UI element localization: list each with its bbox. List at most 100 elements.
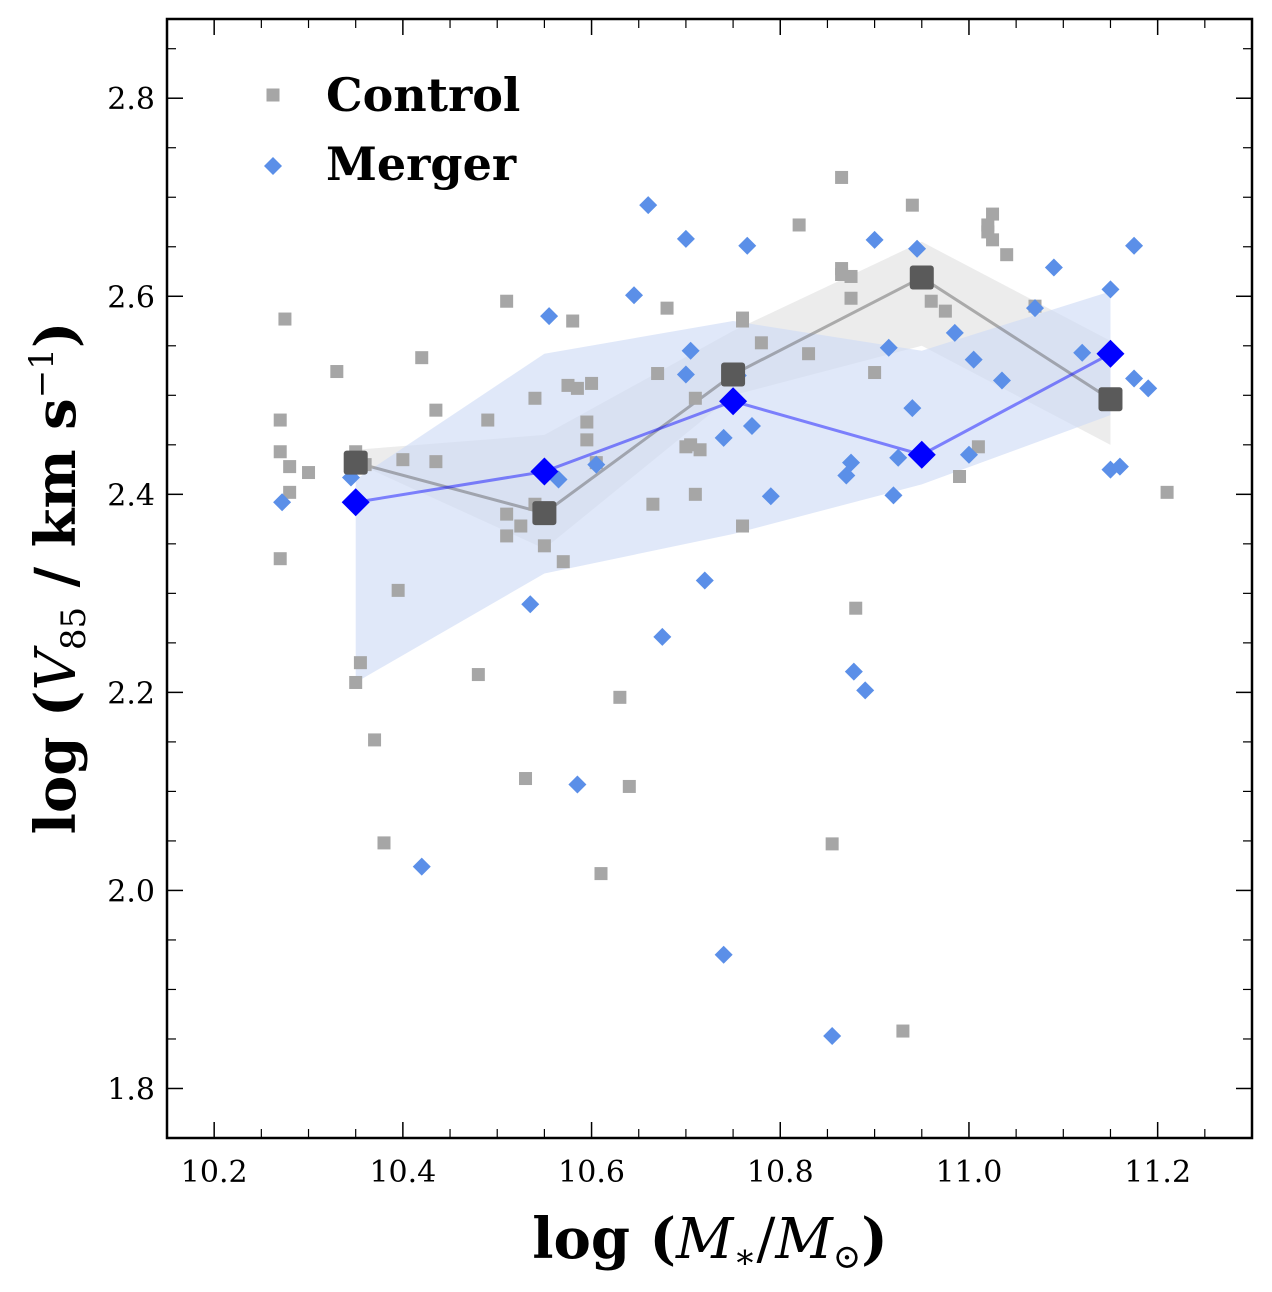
merger-point — [1101, 280, 1120, 299]
merger-point — [865, 230, 884, 249]
merger-point — [676, 229, 695, 248]
control-point — [622, 779, 636, 793]
control-point — [481, 413, 495, 427]
merger-point — [1125, 369, 1144, 388]
legend-merger-marker — [264, 157, 282, 175]
merger-point — [587, 455, 606, 474]
control-point — [585, 376, 599, 390]
merger-median-point — [530, 457, 559, 486]
x-tick-label: 10.4 — [369, 1155, 436, 1190]
merger-point — [625, 286, 644, 305]
merger-point — [1110, 457, 1129, 476]
merger-point — [908, 239, 927, 258]
control-point — [802, 347, 816, 361]
control-median-point — [721, 362, 746, 387]
merger-point — [653, 627, 672, 646]
merger-point — [761, 487, 780, 506]
merger-point — [1026, 299, 1044, 318]
legend-merger-label: Merger — [326, 137, 517, 191]
median-markers — [341, 265, 1125, 526]
merger-point — [714, 428, 733, 447]
y-tick-label: 1.8 — [107, 1072, 155, 1107]
merger-point — [681, 341, 700, 360]
control-point — [537, 539, 551, 553]
control-point — [278, 312, 292, 326]
control-point — [736, 519, 750, 533]
control-point — [528, 391, 542, 405]
control-point — [688, 487, 702, 501]
merger-point — [856, 681, 875, 700]
control-point — [500, 507, 514, 521]
control-point — [429, 455, 443, 469]
control-point — [519, 772, 533, 786]
x-tick-label: 10.2 — [181, 1155, 248, 1190]
control-point — [302, 466, 316, 480]
axes: 10.2 10.4 10.6 10.8 11.0 11.2 1.8 2.0 2.2 2.4 2.6 2… — [107, 17, 1254, 1190]
control-point — [580, 433, 594, 447]
x-tick-label: 11.0 — [936, 1155, 1003, 1190]
merger-point — [844, 662, 863, 681]
merger-point — [412, 857, 431, 876]
legend-control-marker — [266, 88, 280, 102]
y-tick-label: 2.8 — [107, 82, 155, 117]
merger-point — [568, 775, 587, 794]
control-point — [754, 336, 768, 350]
y-tick-label: 2.2 — [107, 676, 155, 711]
merger-point — [959, 445, 978, 464]
control-point — [500, 529, 514, 543]
merger-point — [903, 399, 922, 418]
control-point — [971, 440, 985, 454]
control-point — [792, 218, 806, 232]
merger-point — [945, 323, 964, 342]
control-point — [924, 294, 938, 308]
control-point — [1000, 248, 1014, 262]
merger-point — [540, 307, 559, 326]
merger-point — [823, 1027, 842, 1046]
control-point — [953, 470, 967, 484]
control-point — [330, 365, 344, 379]
control-point — [353, 656, 367, 670]
control-point — [570, 381, 584, 395]
merger-point — [964, 350, 983, 369]
merger-point — [879, 338, 898, 357]
merger-median-point — [907, 440, 936, 469]
control-point — [849, 601, 863, 615]
merger-point — [676, 365, 695, 384]
merger-band — [355, 291, 1111, 683]
control-point — [283, 485, 297, 499]
control-median-point — [343, 450, 368, 475]
control-point — [415, 351, 429, 365]
legend: Control Merger — [264, 68, 520, 191]
merger-point — [1139, 379, 1158, 398]
merger-median-point — [1096, 339, 1125, 368]
merger-point — [884, 486, 903, 505]
control-point — [273, 445, 287, 459]
merger-point — [695, 571, 714, 590]
x-tick-label: 10.8 — [747, 1155, 814, 1190]
control-point — [938, 304, 952, 318]
control-point — [429, 403, 443, 417]
control-point — [1160, 485, 1174, 499]
merger-point — [1073, 343, 1092, 362]
control-point — [396, 453, 410, 467]
control-point — [556, 555, 570, 569]
x-tick-label: 11.2 — [1124, 1155, 1191, 1190]
confidence-bands — [355, 241, 1111, 683]
control-point — [500, 294, 514, 308]
control-point — [896, 1024, 910, 1038]
control-point — [868, 366, 882, 380]
control-point — [471, 668, 485, 682]
y-axis-label: log (V85 / km s−1) — [22, 322, 94, 835]
merger-point — [714, 945, 733, 964]
plot-frame — [165, 17, 1254, 1140]
control-point — [594, 867, 608, 881]
control-point — [566, 314, 580, 328]
x-axis-label: log (M∗/M⊙) — [532, 1206, 887, 1277]
legend-control-label: Control — [326, 68, 520, 122]
control-median-point — [532, 501, 557, 526]
control-point — [613, 690, 627, 704]
merger-point — [1125, 236, 1144, 255]
control-point — [368, 733, 382, 747]
control-point — [688, 391, 702, 405]
